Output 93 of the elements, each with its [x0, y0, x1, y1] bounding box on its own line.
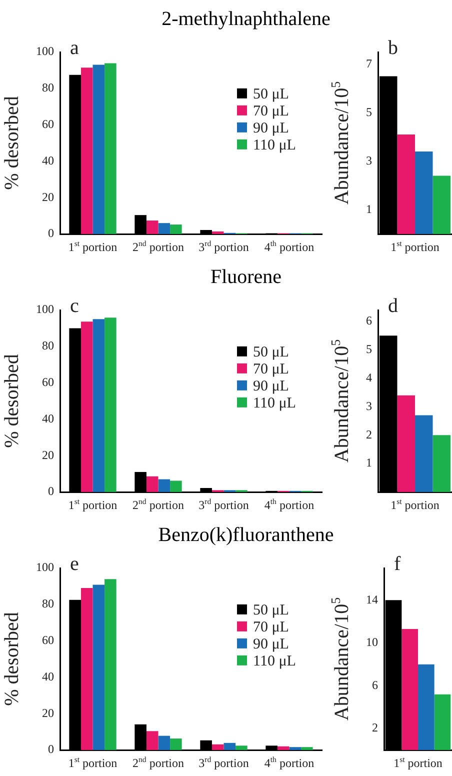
bar — [418, 664, 434, 750]
y-tick-label: 60 — [42, 116, 54, 131]
bar — [236, 746, 248, 750]
legend-label: 90 μL — [253, 636, 289, 652]
bar — [158, 736, 170, 750]
y-tick-label: 10 — [366, 635, 378, 650]
legend-label: 70 μL — [253, 103, 289, 120]
bar — [397, 395, 415, 492]
y-tick-label: 14 — [366, 592, 378, 606]
bar — [146, 220, 158, 234]
legend-label: 50 μL — [253, 344, 289, 360]
bar — [434, 694, 451, 750]
bar — [146, 476, 158, 492]
bar — [212, 744, 224, 750]
bar — [158, 223, 170, 234]
bar — [224, 742, 236, 750]
y-tick-label: 2 — [366, 427, 372, 442]
y-tick-label: 3 — [366, 153, 372, 168]
y-tick-label: 5 — [366, 342, 372, 356]
legend-label: 90 μL — [253, 120, 289, 136]
legend-label: 70 μL — [253, 361, 289, 378]
y-tick-label: 1 — [366, 456, 372, 470]
y-tick-label: 40 — [42, 669, 54, 684]
bar — [170, 738, 182, 750]
y-axis-title: % desorbed — [1, 96, 23, 190]
bar — [289, 747, 302, 750]
legend-label: 110 μL — [253, 137, 296, 154]
bar — [415, 151, 433, 234]
legend-label: 110 μL — [253, 653, 296, 670]
bar — [301, 747, 313, 750]
y-axis-title: Abundance/105 — [328, 81, 353, 205]
y-tick-label: 6 — [372, 678, 378, 692]
annotation: a — [70, 37, 79, 59]
y-axis-title: % desorbed — [1, 354, 23, 448]
annotation: c — [70, 295, 79, 317]
bar — [432, 176, 451, 234]
bar — [277, 746, 290, 750]
y-tick-label: 1 — [366, 202, 372, 216]
legend-label: 70 μL — [253, 619, 289, 636]
bar — [170, 480, 182, 492]
y-tick-label: 40 — [42, 411, 54, 426]
bar — [92, 64, 105, 234]
bar — [158, 479, 170, 492]
bar — [92, 319, 105, 492]
bar — [92, 584, 105, 750]
y-tick-label: 80 — [42, 80, 54, 95]
y-tick-label: 0 — [48, 484, 54, 498]
bar — [80, 68, 93, 234]
y-tick-label: 80 — [42, 338, 54, 353]
y-tick-label: 40 — [42, 153, 54, 168]
y-tick-label: 6 — [366, 314, 372, 328]
legend-label: 50 μL — [253, 86, 289, 102]
legend-label: 110 μL — [253, 395, 296, 412]
chart-title: 2-methylnaphthalene — [160, 8, 332, 31]
bar — [432, 435, 451, 492]
bar — [104, 63, 116, 234]
bar — [104, 318, 116, 492]
y-tick-label: 3 — [366, 398, 372, 413]
y-tick-label: 60 — [42, 374, 54, 389]
annotation: e — [70, 553, 79, 575]
y-tick-label: 20 — [42, 448, 54, 462]
y-tick-label: 5 — [366, 104, 372, 119]
y-tick-label: 100 — [36, 302, 54, 316]
y-axis-title: Abundance/105 — [328, 339, 353, 463]
legend-label: 90 μL — [253, 378, 289, 394]
bar — [402, 629, 418, 750]
y-tick-label: 20 — [42, 190, 54, 204]
y-tick-label: 0 — [48, 226, 54, 240]
chart-title: Fluorene — [209, 266, 283, 289]
y-tick-label: 60 — [42, 632, 54, 647]
y-axis-title: Abundance/105 — [328, 597, 353, 721]
y-tick-label: 100 — [36, 44, 54, 58]
y-tick-label: 7 — [366, 56, 372, 70]
bar — [170, 224, 182, 234]
legend-label: 50 μL — [253, 602, 289, 618]
bar — [415, 415, 433, 492]
y-tick-label: 20 — [42, 706, 54, 720]
bar — [397, 134, 415, 234]
annotation: b — [388, 37, 398, 59]
chart-title: Benzo(k)fluoranthene — [157, 524, 335, 547]
y-tick-label: 4 — [366, 370, 372, 384]
y-axis-title: % desorbed — [1, 612, 23, 706]
y-tick-label: 0 — [48, 742, 54, 756]
y-tick-label: 100 — [36, 560, 54, 574]
bar — [146, 731, 158, 750]
bar — [212, 231, 224, 234]
y-tick-label: 80 — [42, 596, 54, 611]
bar — [80, 588, 93, 750]
bar — [80, 322, 93, 492]
annotation: f — [394, 553, 401, 575]
y-tick-label: 2 — [372, 720, 378, 735]
bar — [104, 579, 116, 750]
annotation: d — [388, 295, 398, 317]
